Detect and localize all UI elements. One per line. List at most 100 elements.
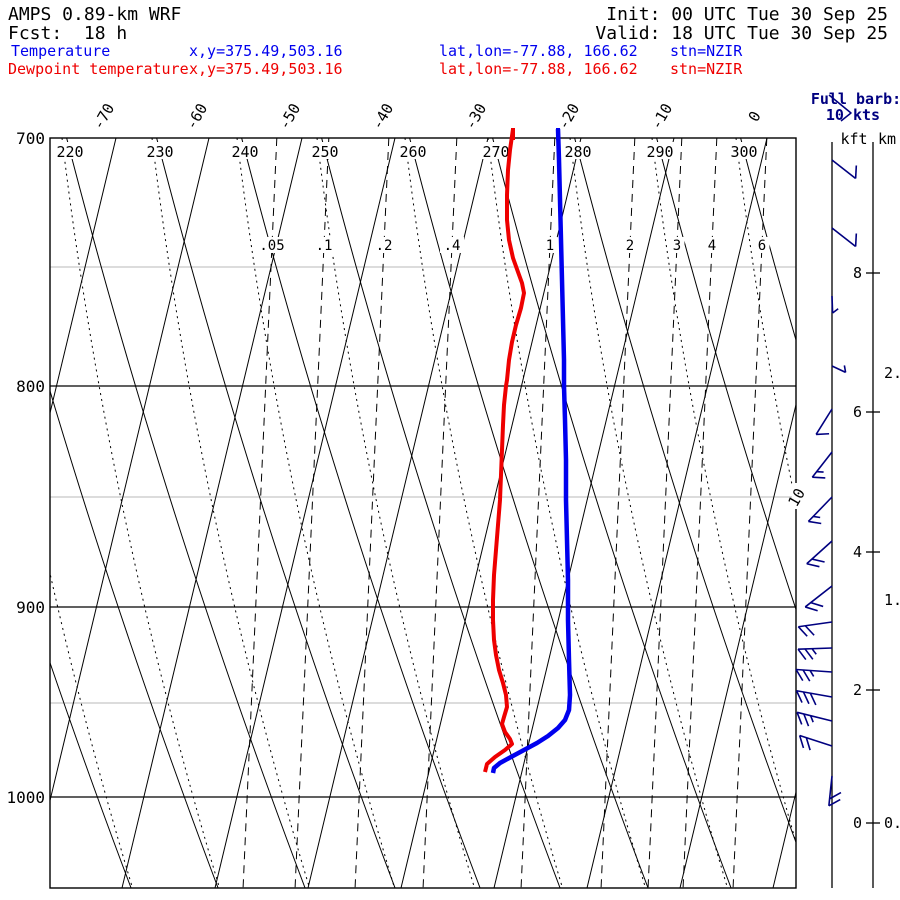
isotherm-line [679,402,796,888]
wind-barb-segment [809,692,817,706]
wind-barb-segment [831,365,846,374]
theta-label-bg [397,142,429,159]
wind-barb-segment [854,165,858,179]
dry-adiabat-line [66,138,306,888]
wind-barb [797,621,833,637]
wind-barb-segment [796,711,833,722]
pressure-axis-label: 1000 [6,788,45,807]
top-temperature-label: -50 [275,100,304,132]
moist-adiabat-line [569,138,728,888]
wind-barb [806,540,833,568]
mixing-label-bg [669,237,685,253]
right-iso-label-bg [792,483,810,509]
isotherm-line [0,138,23,888]
isotherm-line [400,138,582,888]
pressure-axis-label: 700 [16,129,45,148]
wind-barb-segment [831,295,834,314]
dry-adiabat-line [656,138,796,611]
kft-tick-label: 0 [853,814,862,832]
moist-adiabat-line [735,138,796,507]
wind-barb [795,668,833,682]
wind-barb-segment [805,737,811,751]
dry-adiabat-label: 250 [311,143,338,161]
isopleth-families [0,138,796,888]
wind-barb-segment [806,562,820,568]
dry-adiabat-label: 260 [399,143,426,161]
wind-barb-segment [831,227,857,248]
moist-adiabat-line [651,138,796,844]
mixing-label-bg [372,237,396,253]
wind-barb-segment [807,496,833,523]
dry-adiabat-label: 290 [646,143,673,161]
wind-barb-segment [812,476,826,479]
kft-tick-label: 2 [853,681,862,699]
example-barb-glyph [828,94,852,122]
dry-adiabat-line [50,661,132,888]
wind-barb [798,734,833,751]
legend-temperature-latlon: lat,lon=-77.88, 166.62 [439,42,638,60]
theta-label-bg [309,142,341,159]
mixing-label-bg [622,237,638,253]
wind-barb-segment [795,690,803,703]
full-barb-note-line2: 10 kts [826,106,880,124]
wind-barb-segment [828,798,841,807]
mixing-ratio-label: 3 [673,238,681,254]
dry-adiabat-label: 230 [146,143,173,161]
kft-tick-label: 4 [853,543,862,561]
mixing-label-bg [754,237,770,253]
moist-adiabat-line [0,138,46,888]
top-temperature-label: -30 [461,100,490,132]
isotherm-line [307,138,489,888]
mixing-ratio-label: 1 [546,238,554,254]
moist-adiabat-line [61,138,220,888]
mixing-label-bg [542,237,558,253]
mixing-ratio-label: 4 [708,238,716,254]
wind-barb [797,647,833,661]
full-barb-note-line1: Full barb: [811,90,900,108]
kft-tick-label: 8 [853,264,862,282]
wind-barb-segment [797,647,833,650]
isotherm-line [50,138,210,803]
moist-adiabat-line [50,571,133,888]
wind-barb-segment [831,159,857,180]
wind-barb-segment [813,515,821,519]
kft-tick-label: 6 [853,403,862,421]
wind-barb-segment [811,558,825,563]
mixing-ratio-label: 6 [758,238,766,254]
wind-barb-segment [815,408,833,435]
mixing-label-bg [440,237,464,253]
legend-dewpoint-label: Dewpoint temperature [8,60,189,78]
moist-adiabat-line [236,138,395,888]
wind-barb [796,711,833,727]
wind-barb-segment [802,669,811,682]
moist-adiabat-line [487,138,646,888]
mixing-ratio-label: 2 [626,238,634,254]
top-temperature-label: -70 [89,100,118,132]
dry-adiabat-label: 300 [730,143,757,161]
wind-barb-segment [804,625,815,636]
wind-barb [795,689,833,706]
wind-barb-segment [808,520,822,525]
legend-temperature-label: Temperature [11,42,111,60]
moist-adiabat-line [404,138,563,888]
theta-label-bg [54,142,86,159]
wind-barb [807,496,833,525]
dry-adiabat-label: 280 [564,143,591,161]
isotherm-line [772,790,796,888]
wind-barb-segment [797,626,808,637]
dry-adiabat-line [409,138,649,888]
theta-label-bg [644,142,676,159]
isotherm-line [50,138,117,416]
wind-barb-segment [796,668,833,673]
isotherm-line [121,138,303,888]
wind-barb-segment [816,432,830,436]
wind-barb-segment [843,365,847,373]
wind-barb-segment [810,601,824,608]
wind-barb [804,585,833,612]
theta-label-bg [728,142,760,159]
wind-barb-segment [796,712,803,725]
mixing-ratio-label: .1 [316,238,333,254]
km-tick-label: 0. [884,814,900,832]
theta-label-bg [144,142,176,159]
